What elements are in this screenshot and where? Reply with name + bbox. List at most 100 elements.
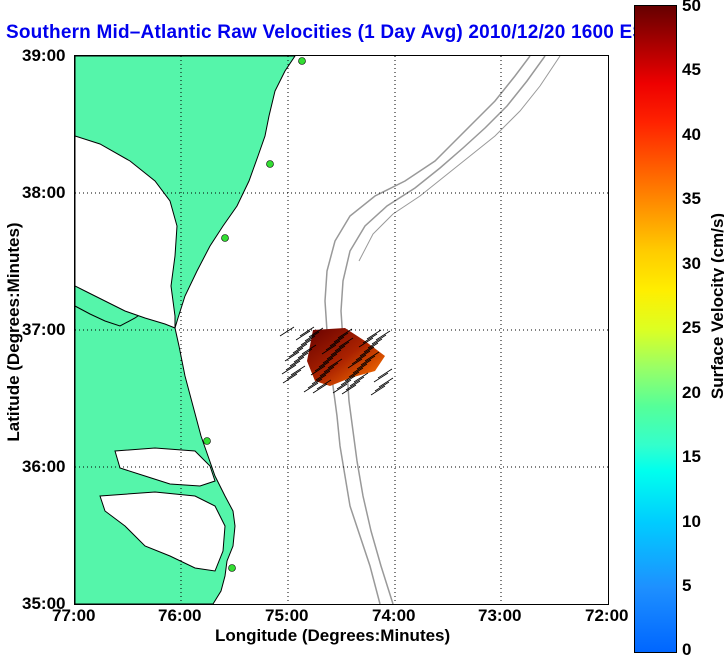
velocity-vectors xyxy=(279,326,394,396)
radar-station xyxy=(228,564,236,572)
velocity-arrow xyxy=(358,337,374,348)
x-tick-label: 76:00 xyxy=(158,606,202,625)
velocity-arrow xyxy=(344,371,360,382)
colorbar-tick: 0 xyxy=(682,640,692,659)
colorbar-tick: 10 xyxy=(682,512,701,531)
velocity-arrow xyxy=(316,379,332,390)
y-tick-label: 35:00 xyxy=(22,594,66,613)
velocity-arrow xyxy=(286,369,302,380)
velocity-arrow xyxy=(299,326,315,337)
colorbar-tick: 45 xyxy=(682,60,701,79)
velocity-arrow xyxy=(366,329,382,340)
radar-station xyxy=(203,437,211,445)
velocity-arrow xyxy=(349,376,365,387)
velocity-arrow xyxy=(340,375,356,386)
velocity-arrow xyxy=(295,330,311,341)
velocity-arrow xyxy=(314,361,330,372)
gridlines xyxy=(75,56,608,604)
colorbar-tick: 15 xyxy=(682,447,701,466)
colorbar xyxy=(634,5,677,653)
velocity-arrow xyxy=(285,360,301,371)
velocity-arrow xyxy=(319,366,335,377)
x-tick-label: 77:00 xyxy=(52,606,96,625)
velocity-arrow xyxy=(367,338,383,349)
velocity-arrow xyxy=(348,367,364,378)
chesapeake-bay xyxy=(75,135,178,329)
colorbar-tick: 50 xyxy=(682,0,701,15)
bathymetry-contour-2 xyxy=(340,56,546,604)
velocity-arrow xyxy=(363,342,379,353)
velocity-arrow xyxy=(325,340,341,351)
velocity-arrow xyxy=(281,364,297,375)
colorbar-tick: 25 xyxy=(682,318,701,337)
velocity-arrow xyxy=(297,348,313,359)
velocity-arrow xyxy=(345,380,361,391)
velocity-arrow xyxy=(329,336,345,347)
velocity-arrow xyxy=(375,330,391,341)
velocity-arrow xyxy=(359,346,375,357)
y-tick-label: 39:00 xyxy=(22,46,66,65)
velocity-arrow xyxy=(326,349,342,360)
velocity-arrow xyxy=(300,335,316,346)
colorbar-tick: 30 xyxy=(682,254,701,273)
velocity-arrow xyxy=(308,327,324,338)
velocity-arrow xyxy=(301,344,317,355)
velocity-arrow xyxy=(303,382,319,393)
velocity-arrow xyxy=(304,331,320,342)
velocity-arrow xyxy=(327,358,343,369)
velocity-arrow xyxy=(362,333,378,344)
velocity-arrow xyxy=(378,377,394,388)
velocity-arrow xyxy=(334,341,350,352)
velocity-arrow xyxy=(377,368,393,379)
velocity-arrow xyxy=(282,373,298,384)
velocity-arrow xyxy=(374,381,390,392)
velocity-arrow xyxy=(332,383,348,394)
velocity-arrow xyxy=(338,337,354,348)
x-tick-label: 74:00 xyxy=(372,606,416,625)
velocity-arrow xyxy=(288,347,304,358)
velocity-arrow xyxy=(337,328,353,339)
map-svg xyxy=(75,56,608,604)
velocity-arrow xyxy=(312,383,328,394)
velocity-arrow xyxy=(292,343,308,354)
velocity-arrow xyxy=(311,374,327,385)
colorbar-gradient xyxy=(635,6,676,652)
velocity-arrow xyxy=(355,350,371,361)
velocity-arrow xyxy=(307,378,323,389)
colorbar-tick: 35 xyxy=(682,189,701,208)
velocity-arrow xyxy=(289,356,305,367)
velocity-arrow xyxy=(321,344,337,355)
velocity-arrow xyxy=(360,355,376,366)
velocity-arrow xyxy=(341,384,357,395)
velocity-arrow xyxy=(353,372,369,383)
velocity-arrow xyxy=(315,370,331,381)
colorbar-label: Surface Velocity (cm/s) xyxy=(708,212,724,400)
velocity-arrow xyxy=(364,351,380,362)
radar-station xyxy=(221,234,229,242)
velocity-arrow xyxy=(352,363,368,374)
velocity-arrow xyxy=(351,354,367,365)
velocity-arrow xyxy=(318,357,334,368)
velocity-arrow xyxy=(336,379,352,390)
radar-station xyxy=(266,160,274,168)
pamlico-sound xyxy=(99,447,226,572)
velocity-arrow xyxy=(293,352,309,363)
radar-station xyxy=(298,57,306,65)
y-axis-label: Latitude (Degrees:Minutes) xyxy=(4,222,23,442)
velocity-arrow xyxy=(284,351,300,362)
velocity-arrow xyxy=(370,385,386,396)
velocity-arrow xyxy=(322,353,338,364)
x-tick-label: 75:00 xyxy=(265,606,309,625)
y-tick-label: 37:00 xyxy=(22,320,66,339)
y-tick-label: 38:00 xyxy=(22,183,66,202)
x-axis-label: Longitude (Degrees:Minutes) xyxy=(215,626,451,645)
colorbar-tick: 5 xyxy=(682,576,692,595)
velocity-arrow xyxy=(347,358,363,369)
velocity-arrow xyxy=(296,339,312,350)
velocity-arrow xyxy=(333,332,349,343)
velocity-arrow xyxy=(310,365,326,376)
map-plot-area[interactable] xyxy=(74,55,609,605)
velocity-arrow xyxy=(373,372,389,383)
velocity-arrow xyxy=(330,345,346,356)
y-tick-label: 36:00 xyxy=(22,457,66,476)
